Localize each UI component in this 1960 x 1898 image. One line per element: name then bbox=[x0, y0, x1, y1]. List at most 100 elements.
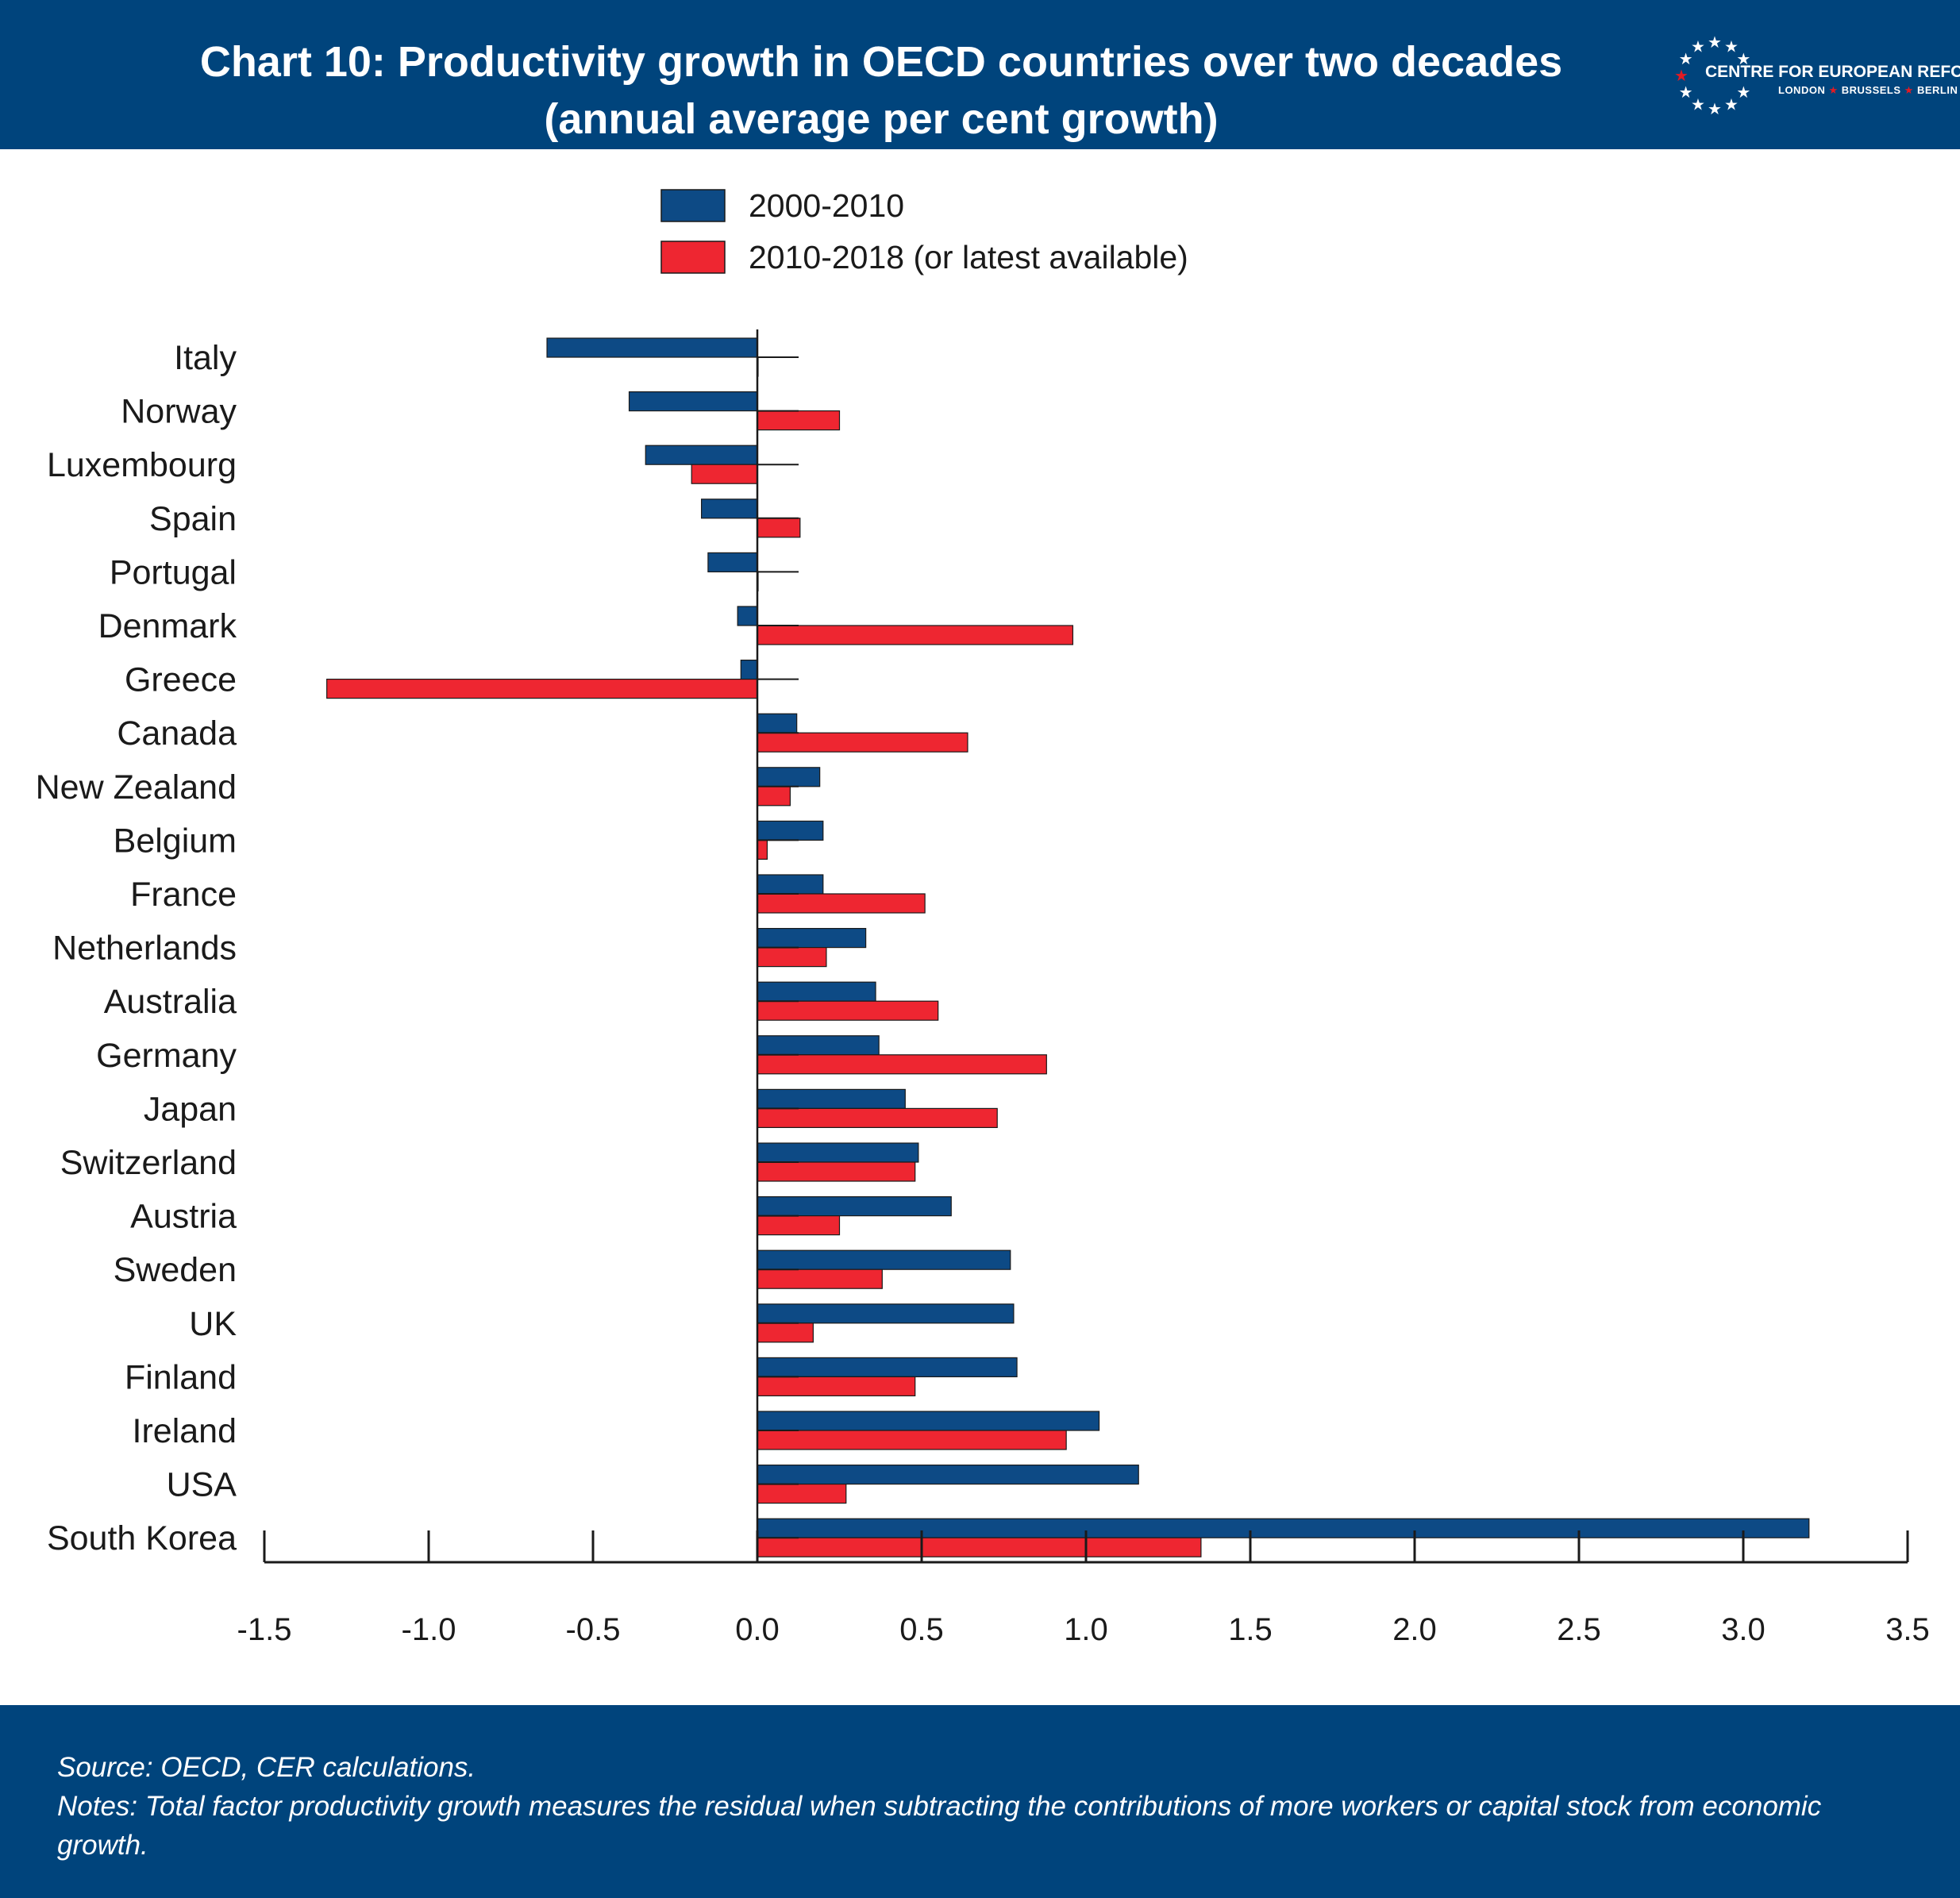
bar-2010-2018-sweden bbox=[757, 1269, 883, 1289]
bar-2000-2010-belgium bbox=[757, 820, 824, 841]
chart-title: Chart 10: Productivity growth in OECD co… bbox=[183, 33, 1580, 148]
bar-2010-2018-finland bbox=[757, 1376, 916, 1397]
x-tick-label: 3.0 bbox=[1721, 1612, 1766, 1647]
source-note: Source: OECD, CER calculations. bbox=[57, 1752, 476, 1783]
bar-2000-2010-greece bbox=[740, 659, 758, 680]
logo-star-icon: ★ bbox=[1691, 94, 1705, 114]
bar-2010-2018-germany bbox=[757, 1054, 1047, 1075]
category-label: Norway bbox=[121, 393, 237, 431]
bar-2000-2010-norway bbox=[628, 391, 758, 412]
logo-name: CENTRE FOR EUROPEAN REFORM bbox=[1705, 63, 1960, 81]
chart-title-line-2: (annual average per cent growth) bbox=[544, 95, 1219, 143]
category-label: Greece bbox=[125, 661, 237, 699]
logo-star-icon: ★ bbox=[1674, 66, 1689, 85]
category-label: Spain bbox=[149, 500, 237, 538]
logo-star-icon: ★ bbox=[1736, 83, 1750, 102]
logo-city-berlin: BERLIN bbox=[1916, 84, 1958, 96]
bar-2000-2010-usa bbox=[757, 1464, 1139, 1485]
bar-2010-2018-canada bbox=[757, 732, 968, 753]
category-label: Canada bbox=[117, 714, 237, 753]
bar-2010-2018-usa bbox=[757, 1483, 847, 1504]
bar-2010-2018-netherlands bbox=[757, 946, 827, 968]
logo-city-london: LONDON bbox=[1778, 84, 1826, 96]
bar-2010-2018-norway bbox=[757, 410, 841, 431]
category-label: Japan bbox=[144, 1090, 237, 1128]
category-label: Switzerland bbox=[60, 1144, 237, 1182]
category-label: South Korea bbox=[47, 1519, 237, 1557]
bar-2000-2010-portugal bbox=[707, 552, 758, 572]
bar-2010-2018-ireland bbox=[757, 1430, 1067, 1450]
logo-cities: LONDON ★ BRUSSELS ★ BERLIN bbox=[1778, 84, 1958, 97]
bar-2000-2010-japan bbox=[757, 1088, 906, 1110]
bar-2010-2018-japan bbox=[757, 1107, 998, 1129]
bar-2000-2010-sweden bbox=[757, 1249, 1011, 1270]
bar-chart: 2000-2010 2010-2018 (or latest available)… bbox=[36, 187, 1930, 1647]
category-label: Germany bbox=[96, 1037, 237, 1075]
bar-2000-2010-ireland bbox=[757, 1411, 1100, 1431]
category-label: Ireland bbox=[133, 1412, 237, 1450]
category-label: Denmark bbox=[98, 607, 237, 645]
bar-2000-2010-austria bbox=[757, 1195, 952, 1217]
category-label: Portugal bbox=[110, 553, 237, 591]
bar-2010-2018-belgium bbox=[757, 839, 768, 860]
bar-2000-2010-netherlands bbox=[757, 927, 867, 949]
x-tick-label: -1.0 bbox=[402, 1612, 456, 1647]
bar-2010-2018-new-zealand bbox=[757, 786, 791, 807]
x-tick-label: 0.5 bbox=[899, 1612, 944, 1647]
logo-star-icon: ★ bbox=[1708, 33, 1722, 52]
bar-2010-2018-australia bbox=[757, 1000, 939, 1021]
logo-star-icon: ★ bbox=[1691, 37, 1705, 56]
x-tick-label: 2.5 bbox=[1557, 1612, 1601, 1647]
x-tick-label: -0.5 bbox=[566, 1612, 621, 1647]
category-label: Luxembourg bbox=[47, 446, 237, 484]
category-label: USA bbox=[167, 1466, 237, 1504]
chart-footer: Source: OECD, CER calculations. Notes: T… bbox=[0, 1705, 1960, 1898]
bar-2000-2010-australia bbox=[757, 981, 876, 1002]
bar-2010-2018-south-korea bbox=[757, 1537, 1202, 1557]
bar-2000-2010-germany bbox=[757, 1035, 880, 1056]
x-tick-label: 2.0 bbox=[1392, 1612, 1437, 1647]
bar-2010-2018-france bbox=[757, 893, 926, 914]
notes-text: Notes: Total factor productivity growth … bbox=[57, 1791, 1822, 1861]
category-label: Australia bbox=[104, 983, 237, 1021]
bar-2010-2018-switzerland bbox=[757, 1161, 916, 1182]
bar-2010-2018-spain bbox=[757, 518, 801, 538]
logo-separator-icon: ★ bbox=[1828, 84, 1839, 96]
bar-2000-2010-luxembourg bbox=[645, 445, 758, 465]
legend-label-1: 2000-2010 bbox=[749, 187, 904, 224]
bar-2010-2018-luxembourg bbox=[691, 464, 758, 484]
logo-star-icon: ★ bbox=[1679, 83, 1693, 102]
category-label: Sweden bbox=[114, 1251, 237, 1289]
bar-2000-2010-uk bbox=[757, 1303, 1015, 1324]
bar-2010-2018-greece bbox=[326, 678, 758, 699]
logo-city-brussels: BRUSSELS bbox=[1841, 84, 1901, 96]
category-label: Italy bbox=[174, 339, 237, 377]
bar-2010-2018-austria bbox=[757, 1215, 841, 1236]
x-tick-label: 3.5 bbox=[1885, 1612, 1930, 1647]
logo-star-icon: ★ bbox=[1736, 49, 1750, 68]
category-label: Belgium bbox=[114, 822, 237, 860]
logo-star-icon: ★ bbox=[1724, 37, 1739, 56]
bar-2010-2018-denmark bbox=[757, 625, 1074, 645]
category-label: New Zealand bbox=[36, 768, 237, 807]
logo-star-icon: ★ bbox=[1679, 49, 1693, 68]
legend-swatch-2 bbox=[660, 241, 726, 274]
category-label: Finland bbox=[125, 1358, 237, 1396]
logo-separator-icon: ★ bbox=[1904, 84, 1914, 96]
x-tick-label: -1.5 bbox=[237, 1612, 292, 1647]
bar-2000-2010-spain bbox=[701, 499, 758, 519]
bar-2000-2010-denmark bbox=[737, 606, 758, 626]
legend-label-2: 2010-2018 (or latest available) bbox=[749, 239, 1188, 275]
chart-title-line-1: Chart 10: Productivity growth in OECD co… bbox=[199, 38, 1563, 86]
bar-2000-2010-south-korea bbox=[757, 1518, 1810, 1538]
category-label: France bbox=[130, 876, 237, 914]
bar-2000-2010-france bbox=[757, 874, 824, 895]
legend-swatch-1 bbox=[660, 189, 726, 222]
bar-2000-2010-canada bbox=[757, 713, 798, 733]
bar-2000-2010-finland bbox=[757, 1357, 1018, 1378]
bar-2000-2010-italy bbox=[546, 337, 758, 358]
bar-2000-2010-switzerland bbox=[757, 1142, 919, 1163]
bar-2010-2018-uk bbox=[757, 1322, 814, 1343]
bar-2000-2010-new-zealand bbox=[757, 767, 821, 787]
category-label: UK bbox=[189, 1305, 237, 1343]
